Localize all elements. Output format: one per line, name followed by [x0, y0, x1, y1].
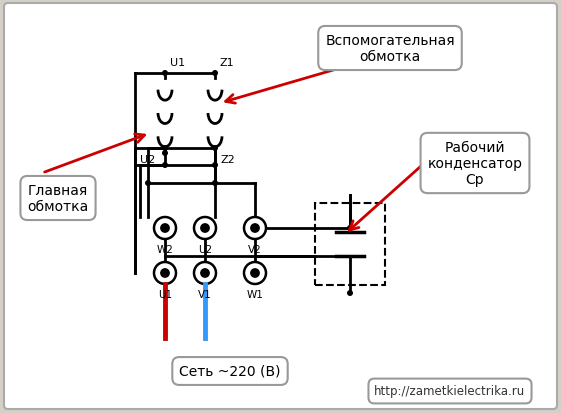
Text: V1: V1	[198, 289, 212, 299]
Circle shape	[162, 151, 168, 157]
Circle shape	[201, 269, 209, 278]
Circle shape	[347, 290, 353, 296]
Bar	[315, 204, 385, 285]
Circle shape	[162, 163, 168, 169]
Circle shape	[154, 218, 176, 240]
Circle shape	[161, 269, 169, 278]
Circle shape	[161, 224, 169, 233]
Text: V2: V2	[248, 244, 262, 254]
Circle shape	[212, 180, 218, 187]
Text: Рабочий
конденсатор
Ср: Рабочий конденсатор Ср	[427, 140, 522, 187]
Text: U2: U2	[198, 244, 212, 254]
Text: Сеть ~220 (В): Сеть ~220 (В)	[180, 364, 280, 378]
Circle shape	[212, 146, 218, 152]
Text: U1: U1	[170, 58, 185, 68]
Circle shape	[251, 269, 259, 278]
FancyBboxPatch shape	[4, 4, 557, 409]
Circle shape	[201, 224, 209, 233]
Text: Вспомогательная
обмотка: Вспомогательная обмотка	[325, 34, 455, 64]
Circle shape	[194, 218, 216, 240]
Circle shape	[145, 180, 151, 187]
Text: U2: U2	[140, 154, 155, 165]
Circle shape	[212, 163, 218, 169]
Circle shape	[212, 71, 218, 77]
Circle shape	[162, 71, 168, 77]
Circle shape	[194, 262, 216, 284]
Text: Z1: Z1	[220, 58, 234, 68]
Text: http://zametkielectrika.ru: http://zametkielectrika.ru	[374, 385, 526, 398]
Text: Главная
обмотка: Главная обмотка	[27, 183, 89, 214]
Circle shape	[251, 224, 259, 233]
Text: U1: U1	[158, 289, 172, 299]
Text: Z2: Z2	[221, 154, 236, 165]
Circle shape	[244, 218, 266, 240]
Text: W2: W2	[157, 244, 173, 254]
Text: W1: W1	[247, 289, 264, 299]
Circle shape	[162, 146, 168, 152]
Circle shape	[347, 225, 353, 231]
Circle shape	[154, 262, 176, 284]
Circle shape	[244, 262, 266, 284]
